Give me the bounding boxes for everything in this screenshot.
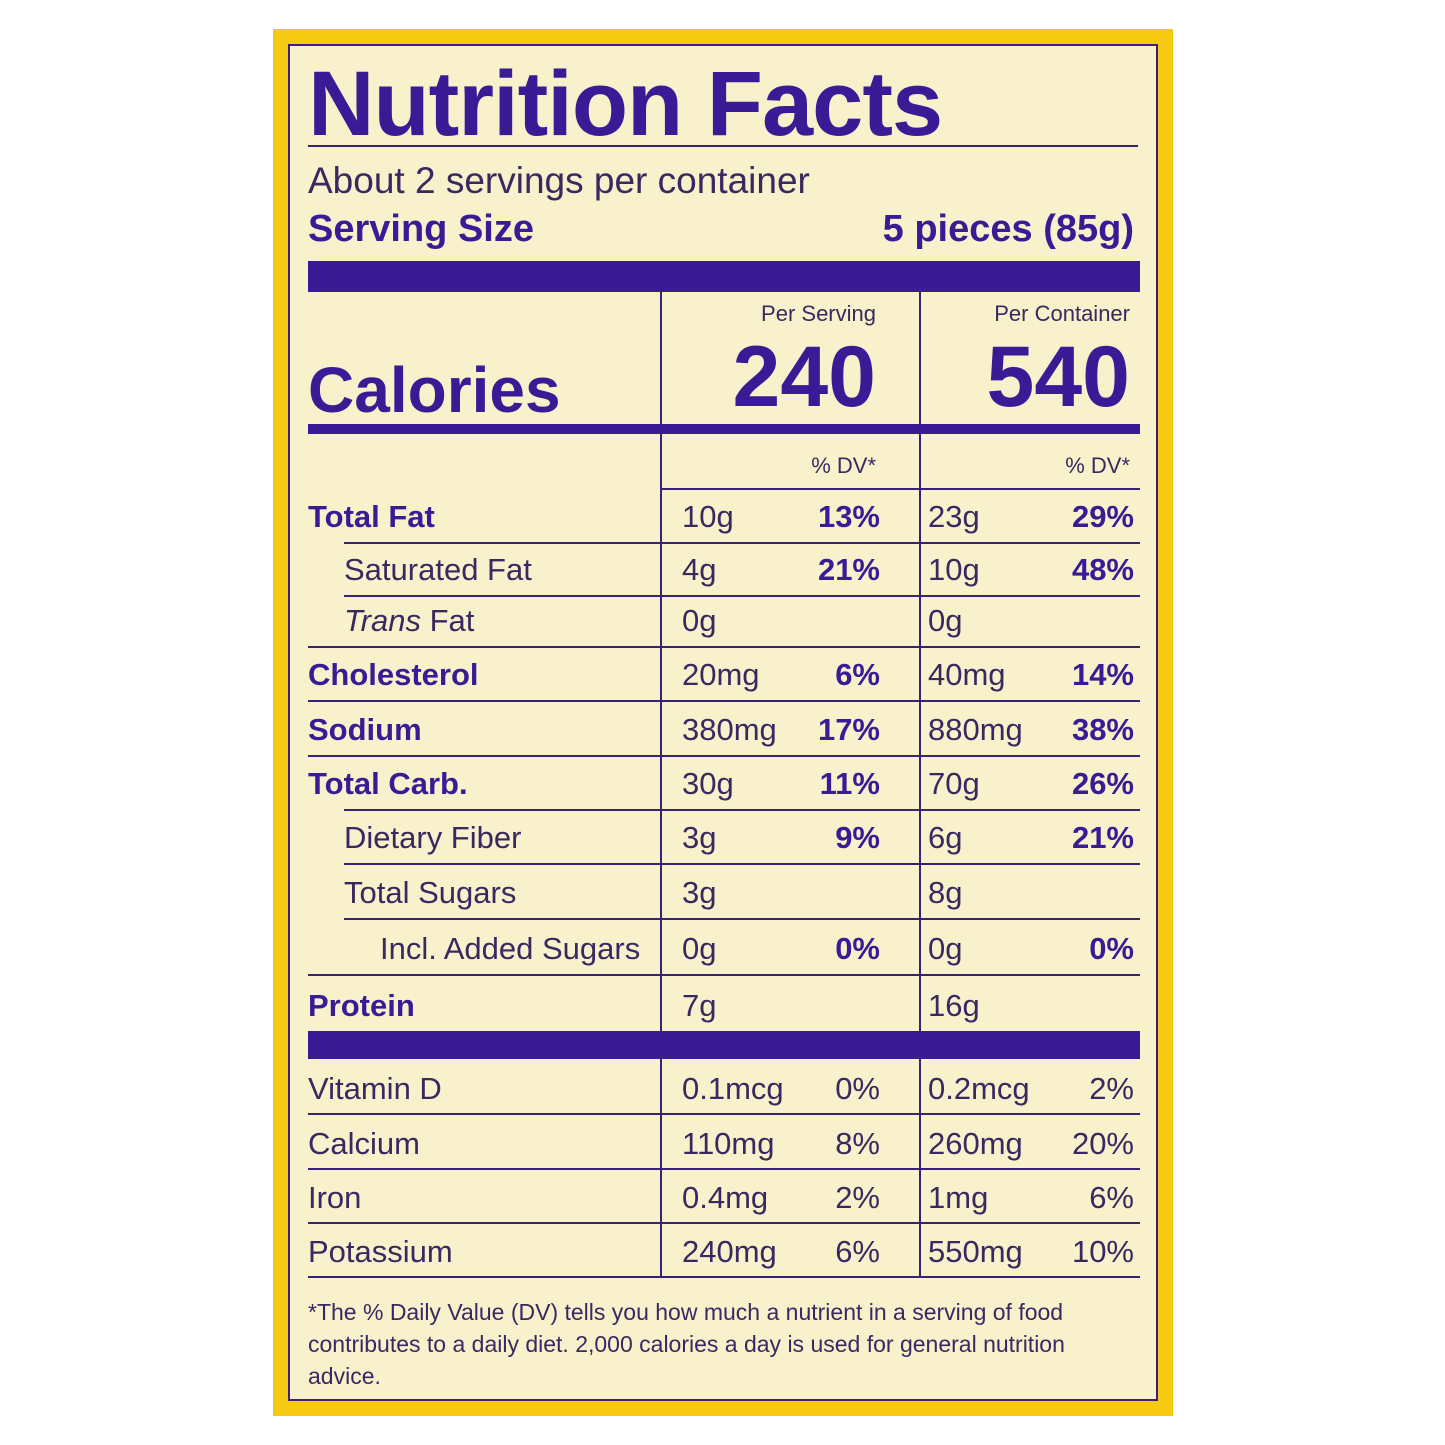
serving-dv: 13% [817,499,880,534]
serving-dv: 21% [817,552,880,587]
serving-amount: 10g [682,499,734,534]
serving-amount: 380mg [682,712,777,747]
row-rule [344,809,1140,811]
dv-header-container: % DV* [1065,453,1130,478]
vitamin-serving-amount: 240mg [682,1234,777,1269]
col-divider-1 [660,292,662,1032]
container-amount: 16g [928,988,980,1023]
container-amount: 0g [928,603,963,638]
vitamin-row-rule [308,1113,1140,1115]
vitamin-container-dv: 6% [1089,1180,1134,1215]
nutrient-name: Total Sugars [344,875,517,910]
serving-dv: 9% [835,820,880,855]
per-container-header: Per Container [994,301,1130,326]
vitamin-container-dv: 10% [1071,1234,1134,1269]
row-rule [344,918,1140,920]
serving-amount: 0g [682,931,717,966]
nutrient-name-rest: Fat [420,603,475,638]
serving-amount: 4g [682,552,717,587]
dv-header-serving: % DV* [811,453,876,478]
nutrient-name: Saturated Fat [344,552,532,587]
serving-dv: 0% [835,931,880,966]
label-title: Nutrition Facts [308,53,943,155]
serving-size-value: 5 pieces (85g) [882,208,1134,250]
row-rule [308,755,1140,757]
servings-per-container: About 2 servings per container [308,160,810,201]
row-rule [308,700,1140,702]
nutrient-name: Trans Fat [344,605,474,636]
serving-dv: 6% [835,657,880,692]
container-dv: 0% [1089,931,1134,966]
vitamin-row-rule [308,1168,1140,1170]
nutrition-label: Nutrition Facts About 2 servings per con… [288,44,1158,1401]
vitamin-serving-amount: 110mg [682,1126,775,1161]
footnote: *The % Daily Value (DV) tells you how mu… [308,1299,1065,1389]
nutrient-name: Sodium [308,712,422,747]
nutrient-name: Cholesterol [308,657,479,692]
thick-rule-top [308,261,1140,292]
title-rule [308,145,1138,147]
serving-amount: 3g [682,820,717,855]
container-amount: 8g [928,875,963,910]
container-amount: 40mg [928,657,1006,692]
row-rule [308,646,1140,648]
container-dv: 48% [1071,552,1134,587]
vitamin-serving-amount: 0.4mg [682,1180,769,1215]
vitamin-name: Vitamin D [308,1071,442,1106]
vitamin-serving-dv: 0% [835,1071,880,1106]
dv-header-rule [660,488,1140,490]
row-rule [344,863,1140,865]
serving-amount: 30g [682,766,734,801]
vitamin-name: Potassium [308,1234,453,1269]
col-divider-2 [919,292,921,1032]
row-rule [344,595,1140,597]
container-amount: 6g [928,820,963,855]
serving-amount: 0g [682,603,717,638]
serving-dv: 17% [817,712,880,747]
serving-size-label: Serving Size [308,208,534,250]
vitamin-container-amount: 550mg [928,1234,1023,1269]
serving-dv: 11% [819,766,880,801]
nutrient-name: Protein [308,988,415,1023]
serving-amount: 20mg [682,657,760,692]
container-dv: 38% [1071,712,1134,747]
container-dv: 14% [1071,657,1134,692]
container-dv: 29% [1071,499,1134,534]
container-dv: 21% [1071,820,1134,855]
container-amount: 23g [928,499,980,534]
row-rule [308,974,1140,976]
vitamin-container-amount: 1mg [928,1180,989,1215]
calories-per-container: 540 [986,329,1131,425]
vitamin-serving-amount: 0.1mcg [682,1071,784,1106]
container-dv: 26% [1071,766,1134,801]
vitamin-container-dv: 20% [1071,1126,1134,1161]
vitamin-row-rule [308,1276,1140,1278]
nutrient-name: Incl. Added Sugars [380,931,641,966]
nutrient-name-italic: Trans [344,603,421,638]
vitamin-container-dv: 2% [1089,1071,1134,1106]
nutrient-name: Dietary Fiber [344,820,522,855]
row-rule [344,542,1140,544]
nutrient-name: Total Fat [308,499,435,534]
serving-amount: 7g [682,988,717,1023]
vitamin-name: Iron [308,1180,362,1215]
thick-rule-vitamins [308,1031,1140,1059]
vitamin-serving-dv: 6% [835,1234,880,1269]
nutrient-name: Total Carb. [308,766,468,801]
thick-rule-calories [308,424,1140,434]
container-amount: 0g [928,931,963,966]
container-amount: 880mg [928,712,1023,747]
vitamin-name: Calcium [308,1126,420,1161]
serving-amount: 3g [682,875,717,910]
vitamin-container-amount: 260mg [928,1126,1023,1161]
calories-label: Calories [308,354,561,426]
calories-per-serving: 240 [732,329,877,425]
container-amount: 70g [928,766,980,801]
vitamin-row-rule [308,1222,1140,1224]
vitamin-container-amount: 0.2mcg [928,1071,1030,1106]
vitamin-serving-dv: 8% [835,1126,880,1161]
container-amount: 10g [928,552,980,587]
per-serving-header: Per Serving [761,301,876,326]
vitamin-serving-dv: 2% [835,1180,880,1215]
